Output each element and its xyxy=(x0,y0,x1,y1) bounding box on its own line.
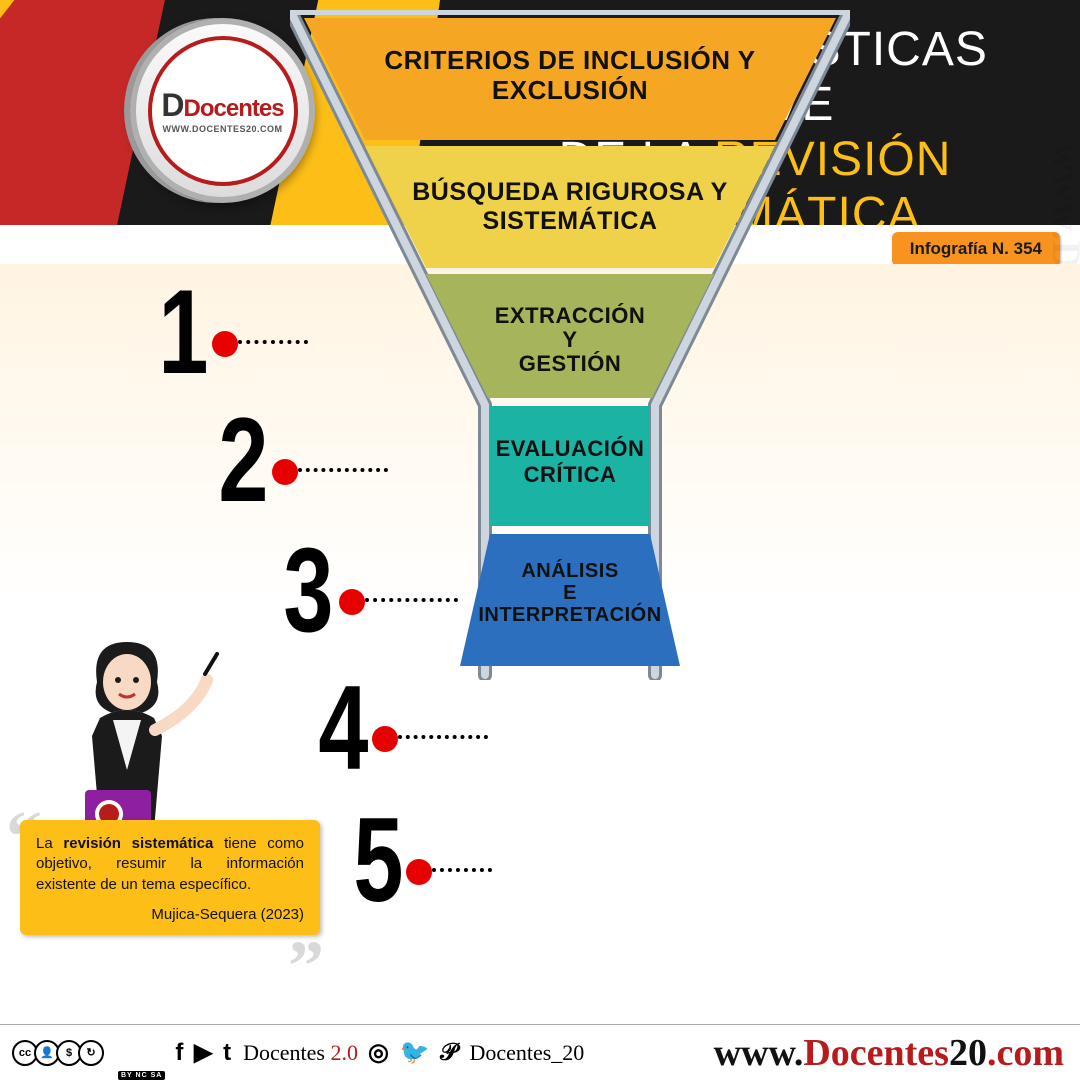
url-num: 20 xyxy=(949,1032,987,1074)
quote-prefix: La xyxy=(36,835,63,852)
connector-4 xyxy=(398,735,488,739)
connector-3 xyxy=(365,598,458,602)
step-number-1: 1 xyxy=(158,272,208,392)
funnel: CRITERIOS DE INCLUSIÓN Y EXCLUSIÓN BÚSQU… xyxy=(290,10,850,680)
cc-bar: BY NC SA xyxy=(118,1071,165,1080)
quote-close-icon: ” xyxy=(288,948,324,984)
footer: cc 👤 $ ↻ BY NC SA f ▶ t Docentes 2.0 ◎ 🐦… xyxy=(0,1024,1080,1080)
social-handle-1-ver: 2.0 xyxy=(330,1040,358,1065)
connector-1 xyxy=(238,340,308,344)
quote-citation: Mujica-Sequera (2023) xyxy=(36,905,304,925)
step-number-5: 5 xyxy=(353,800,403,920)
step-number-3: 3 xyxy=(283,530,333,650)
cc-license-badge: cc 👤 $ ↻ xyxy=(16,1040,104,1066)
footer-url: www.Docentes20.com xyxy=(714,1031,1064,1075)
step-number-2: 2 xyxy=(218,400,268,520)
logo-badge: DDocentes WWW.DOCENTES20.COM xyxy=(130,18,315,203)
quote-box: La revisión sistemática tiene como objet… xyxy=(20,820,320,935)
url-mid: Docentes xyxy=(803,1032,949,1074)
connector-2 xyxy=(298,468,388,472)
logo-word-text: Docentes xyxy=(184,95,284,122)
funnel-svg xyxy=(290,10,850,680)
logo-inner: DDocentes WWW.DOCENTES20.COM xyxy=(148,36,298,186)
url-pre: www. xyxy=(714,1032,804,1074)
infographic-number-badge: Infografía N. 354 xyxy=(892,232,1060,266)
social-handle-1: Docentes 2.0 xyxy=(243,1040,358,1066)
sa-icon: ↻ xyxy=(78,1040,104,1066)
quote-bold: revisión sistemática xyxy=(63,835,213,852)
step-number-4: 4 xyxy=(318,668,368,788)
teacher-illustration xyxy=(55,640,225,840)
url-suf: .com xyxy=(987,1032,1064,1074)
social-handle-2: Docentes_20 xyxy=(469,1040,584,1066)
connector-5 xyxy=(432,868,492,872)
social-icons-1: f ▶ t xyxy=(175,1038,233,1067)
logo-word: DDocentes xyxy=(161,87,283,124)
social-icons-2: ◎ 🐦 𝒫 xyxy=(368,1038,459,1067)
logo-url: WWW.DOCENTES20.COM xyxy=(162,124,282,134)
social-handle-1-text: Docentes xyxy=(243,1040,330,1065)
